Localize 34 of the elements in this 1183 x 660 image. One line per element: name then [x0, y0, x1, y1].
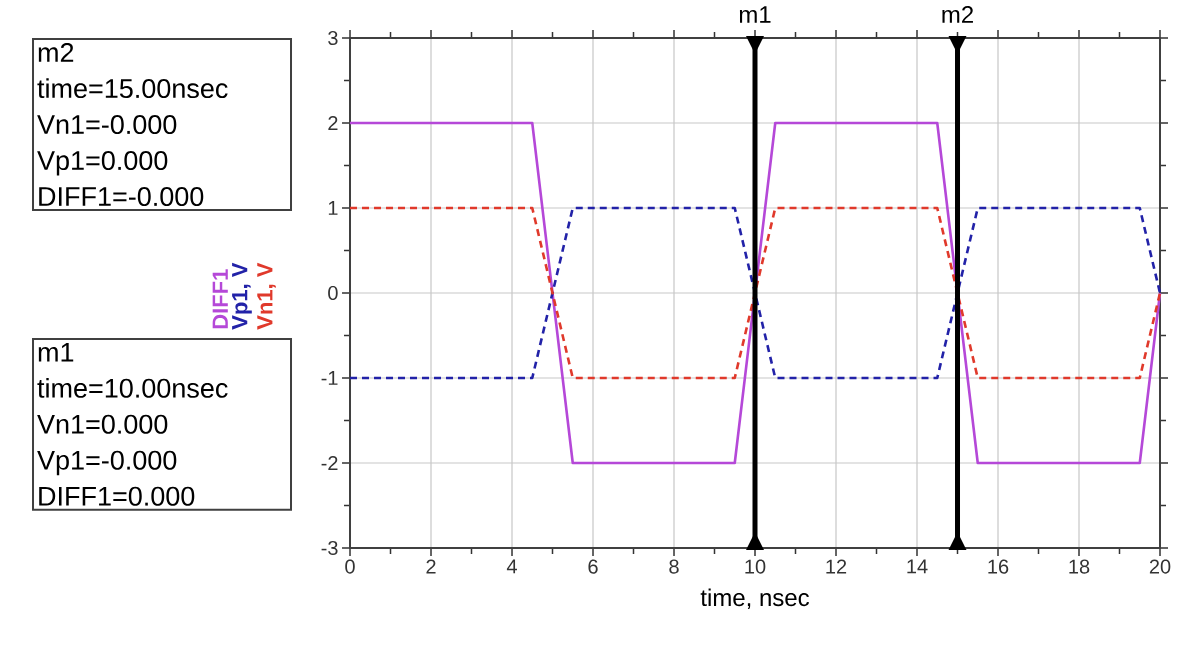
- y-tick-label: 0: [328, 285, 338, 301]
- x-tick-label: 20: [1149, 559, 1171, 574]
- x-axis-title: time, nsec: [700, 588, 810, 610]
- x-tick-label: 0: [345, 559, 355, 574]
- text: Vn1=0.000: [37, 414, 168, 434]
- text: Vn1, V: [257, 262, 276, 330]
- text: Vp1, V: [232, 262, 252, 330]
- ref-line-label: m1: [739, 6, 771, 23]
- y-tick-label: -2: [321, 456, 338, 470]
- y-tick-label: -1: [321, 371, 338, 385]
- text: time=15.00nsec: [37, 78, 228, 99]
- text: time=10.00nsec: [37, 377, 228, 398]
- y-tick-label: 3: [328, 30, 338, 46]
- x-tick-label: 18: [1069, 559, 1090, 574]
- text: DIFF1=0.000: [39, 486, 195, 506]
- text: Vn1=-0.000: [37, 114, 177, 135]
- x-tick-label: 4: [506, 559, 517, 574]
- y-tick-label: 2: [328, 116, 338, 130]
- x-tick-label: 14: [907, 559, 928, 574]
- ref-line-label: m2: [942, 6, 973, 23]
- y-tick-label: 1: [328, 201, 338, 215]
- x-tick-label: 16: [988, 559, 1009, 574]
- x-tick-label: 6: [588, 559, 598, 574]
- x-tick-label: 10: [745, 559, 766, 574]
- text: m1: [38, 342, 74, 362]
- text: Vp1=-0.000: [37, 450, 177, 476]
- x-tick-label: 2: [426, 559, 436, 574]
- x-tick-label: 12: [826, 559, 847, 574]
- text: DIFF1: [212, 269, 228, 329]
- x-tick-label: 8: [669, 559, 679, 574]
- text: m2: [38, 42, 74, 62]
- y-tick-label: -3: [321, 540, 338, 556]
- text: DIFF1=-0.000: [39, 186, 204, 207]
- text: Vp1=0.000: [37, 150, 168, 176]
